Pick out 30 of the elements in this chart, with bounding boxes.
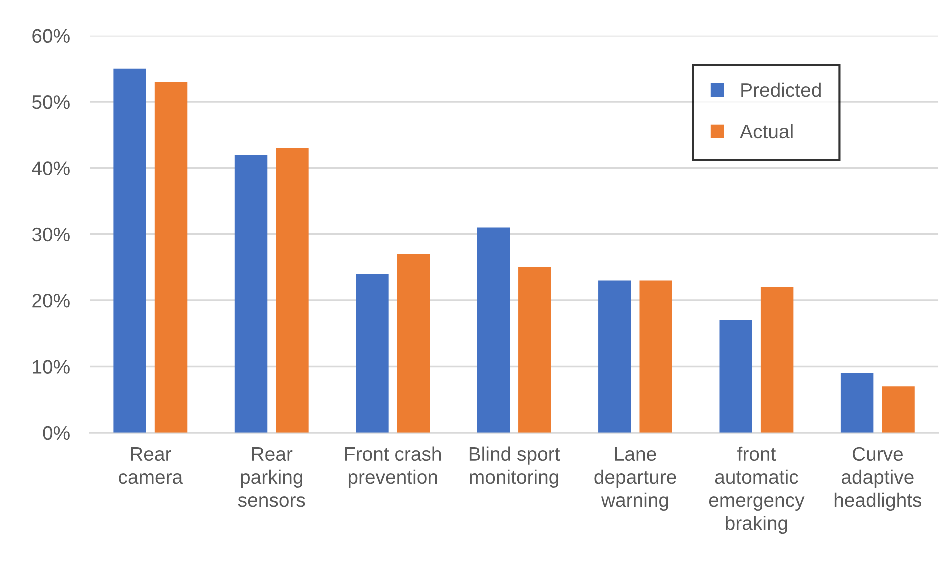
- x-tick-label: Front crash prevention: [346, 446, 441, 488]
- bar: [477, 228, 510, 433]
- legend-label: Predicted: [742, 82, 821, 98]
- bar: [276, 148, 309, 433]
- bar: [882, 386, 915, 433]
- bar: [640, 280, 672, 433]
- bar: [397, 254, 430, 433]
- x-tick-label: Curve adaptive headlights: [834, 447, 922, 512]
- y-tick-label: 40%: [32, 162, 70, 176]
- y-tick-label: 30%: [32, 228, 70, 242]
- x-tick-label: Lane departure warning: [594, 448, 676, 512]
- x-tick-label: Rear parking sensors: [238, 448, 306, 508]
- bar: [356, 274, 389, 433]
- bar: [234, 154, 268, 433]
- bar: [518, 267, 552, 433]
- bar: [114, 68, 146, 433]
- y-tick-label: 20%: [32, 294, 70, 308]
- y-tick-label: 10%: [33, 360, 70, 374]
- y-tick-label: 50%: [32, 95, 70, 110]
- bar: [154, 82, 188, 433]
- x-tick-label: front automatic emergency braking: [709, 446, 805, 534]
- y-tick-label: 0%: [43, 426, 70, 440]
- x-tick-label: Blind sport monitoring: [470, 446, 560, 488]
- x-tick-label: Rear camera: [119, 448, 184, 484]
- bar: [598, 280, 632, 433]
- bar: [840, 373, 874, 433]
- bar: [720, 320, 752, 433]
- legend-label: Actual: [740, 124, 793, 139]
- bar: [760, 287, 794, 433]
- y-tick-label: 60%: [32, 29, 70, 44]
